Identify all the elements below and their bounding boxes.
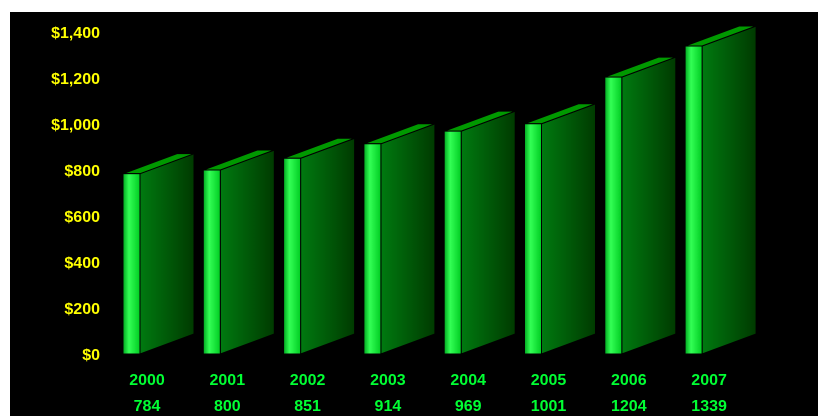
bar [202,149,275,355]
x-tick-label: 2000 [129,372,165,389]
bar-side [621,56,677,355]
bar-side [380,123,436,355]
x-tick-label: 2007 [691,372,727,389]
bar-front [363,143,382,355]
bar-front [684,45,703,355]
bar [283,137,356,355]
y-tick-label: $200 [64,301,100,318]
bar-side [300,137,356,355]
bar [604,56,677,355]
x-tick-label: 2006 [611,372,647,389]
bar [363,123,436,355]
bar-front [283,157,302,355]
y-tick-label: $600 [64,209,100,226]
bar [524,103,596,355]
x-tick-label: 2004 [450,372,486,389]
bar-front [202,169,221,355]
bar-value-label: 784 [134,398,161,415]
bar-side [139,152,195,355]
y-tick-label: $400 [64,255,100,272]
y-tick-label: $800 [64,163,100,180]
x-tick-label: 2002 [290,372,326,389]
bar-value-label: 851 [294,398,321,415]
y-tick-label: $1,200 [51,71,100,88]
bar-front [524,123,542,355]
bar [443,110,516,355]
bar-side [219,149,275,355]
x-axis: 2000 784 2001 800 2002 851 2003 914 2004 969 2005 1… [129,372,727,415]
bar [684,25,757,355]
y-tick-label: $0 [82,347,100,364]
bar-side [541,103,596,355]
bar-side [460,110,516,355]
bar-value-label: 800 [214,398,241,415]
bar-front [122,173,141,355]
x-tick-label: 2003 [370,372,406,389]
y-axis: $0 $200 $400 $600 $800 $1,000 $1,200 $1,400 [51,25,100,364]
bar-value-label: 1339 [691,398,727,415]
bar-value-label: 1204 [611,398,647,415]
x-tick-label: 2005 [531,372,567,389]
y-tick-label: $1,400 [51,25,100,42]
bars [122,25,757,355]
bar-front [443,130,462,355]
bar [122,152,195,355]
bar-side [701,25,757,355]
bar-front [604,76,623,355]
bar-value-label: 1001 [531,398,567,415]
x-tick-label: 2001 [210,372,246,389]
bar-value-label: 969 [455,398,482,415]
y-tick-label: $1,000 [51,117,100,134]
bar-value-label: 914 [375,398,402,415]
